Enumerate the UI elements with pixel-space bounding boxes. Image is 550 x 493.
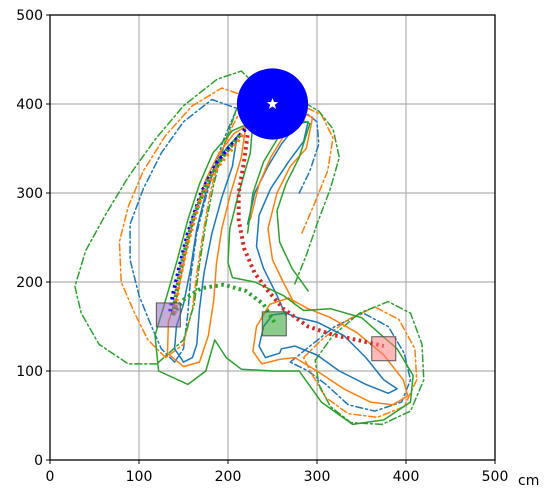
x-tick-label: 100: [126, 469, 153, 485]
x-tick-label: 500: [482, 469, 509, 485]
box-marker-0: [155, 302, 181, 328]
y-tick-label: 100: [16, 364, 43, 380]
series-line-21: [294, 101, 341, 285]
series-line-7: [246, 121, 309, 317]
series-line-10: [249, 112, 314, 306]
x-tick-label: 200: [215, 469, 242, 485]
series-line-3: [172, 131, 246, 314]
series-line-12: [246, 116, 311, 292]
series-line-14: [289, 312, 412, 412]
series-line-19: [74, 70, 254, 365]
series-line-2: [168, 109, 265, 312]
tick-layer: 0 100 200 300 400 500 0 100 200 300 400 500: [16, 8, 508, 485]
series-line-13: [129, 98, 238, 363]
x-tick-label: 300: [304, 469, 331, 485]
plot-frame: [49, 14, 496, 461]
series-line-11: [154, 121, 414, 426]
series-line-0: [170, 133, 242, 316]
box-marker-1: [261, 311, 287, 337]
x-unit-label: cm: [518, 473, 539, 489]
series-layer: [74, 70, 425, 426]
series-line-8: [166, 125, 247, 368]
y-tick-label: 300: [16, 186, 43, 202]
series-line-1: [171, 282, 277, 324]
series-line-4: [236, 134, 385, 349]
goal-star-icon: [266, 98, 279, 109]
y-tick-label: 0: [34, 453, 43, 469]
y-tick-label: 200: [16, 275, 43, 291]
box-marker-2: [371, 336, 397, 362]
box-layer: [155, 302, 397, 362]
series-line-20: [314, 300, 425, 426]
y-tick-label: 500: [16, 8, 43, 24]
series-line-16: [118, 87, 249, 359]
x-tick-label: 0: [46, 469, 55, 485]
x-tick-label: 400: [393, 469, 420, 485]
y-tick-label: 400: [16, 97, 43, 113]
goal-layer: [236, 68, 309, 140]
